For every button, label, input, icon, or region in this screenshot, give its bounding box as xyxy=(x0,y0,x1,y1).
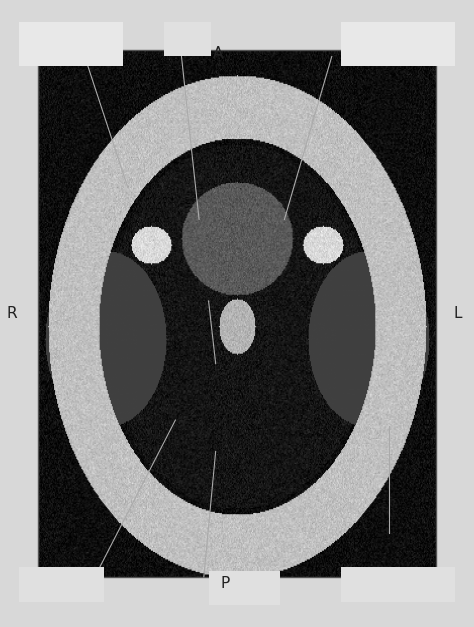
Bar xyxy=(19,567,104,602)
Text: L: L xyxy=(453,306,462,321)
Bar xyxy=(209,571,280,605)
Bar xyxy=(341,567,455,602)
Bar xyxy=(341,22,455,66)
Text: A: A xyxy=(213,46,223,61)
Text: R: R xyxy=(7,306,17,321)
Bar xyxy=(38,50,436,577)
Bar xyxy=(19,22,123,66)
Bar xyxy=(164,22,211,56)
Text: P: P xyxy=(220,576,230,591)
